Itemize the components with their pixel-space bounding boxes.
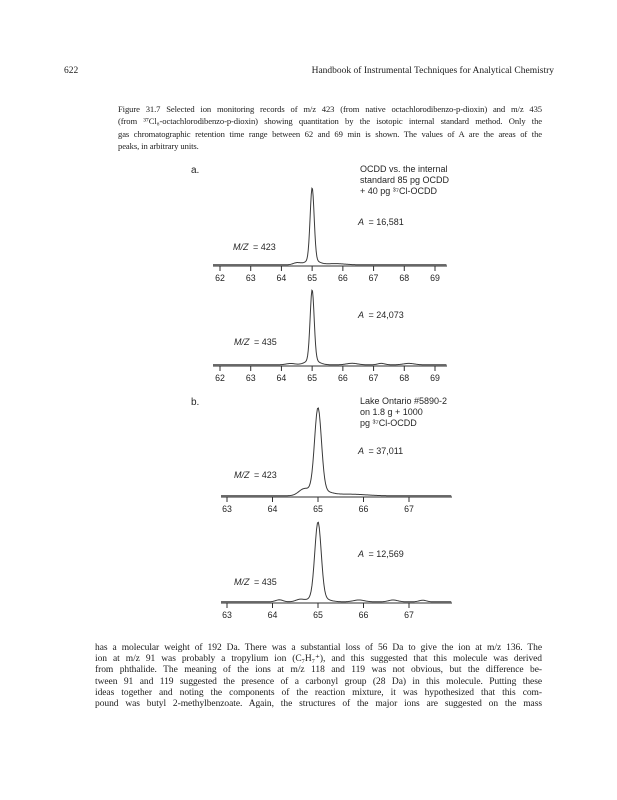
x-axis-tick-label: 69 bbox=[430, 373, 440, 383]
text-line: ideas together and noting the components… bbox=[95, 687, 542, 698]
chromatogram-b-mz435: 63 64 65 66 67 bbox=[221, 521, 452, 620]
area-symbol: A bbox=[358, 217, 365, 227]
x-axis-tick-label: 62 bbox=[215, 273, 225, 283]
area-label-a-mz423: A = 16,581 bbox=[358, 217, 404, 227]
x-axis-tick-label: 66 bbox=[359, 610, 369, 620]
figure-annotation-a: OCDD vs. the internal standard 85 pg OCDD… bbox=[360, 164, 480, 197]
x-axis-tick-label: 66 bbox=[338, 373, 348, 383]
x-axis-tick-label: 67 bbox=[404, 504, 414, 514]
x-axis-tick-label: 65 bbox=[313, 610, 323, 620]
x-axis-tick-label: 66 bbox=[338, 273, 348, 283]
text-line: from phthalide. The meaning of the ions … bbox=[95, 665, 542, 676]
text-line: has a molecular weight of 192 Da. There … bbox=[95, 643, 542, 653]
mz-symbol: M/Z bbox=[234, 577, 250, 587]
chromatogram-a-mz435: 62 63 64 65 66 67 68 69 bbox=[213, 289, 447, 383]
area-label-a-mz435: A = 24,073 bbox=[358, 310, 404, 320]
x-axis-tick-label: 68 bbox=[399, 273, 409, 283]
x-axis-tick-label: 65 bbox=[307, 373, 317, 383]
text-line: Lake Ontario #5890-2 bbox=[360, 396, 448, 406]
mz-label-b-mz435: M/Z = 435 bbox=[234, 577, 277, 587]
text-line: pg ³⁷Cl-OCDD bbox=[360, 418, 417, 428]
area-value: = 12,569 bbox=[368, 549, 404, 559]
x-axis-tick-label: 64 bbox=[268, 610, 278, 620]
x-axis-tick-label: 63 bbox=[246, 373, 256, 383]
area-label-b-mz423: A = 37,011 bbox=[358, 446, 403, 456]
x-axis-tick-label: 67 bbox=[404, 610, 414, 620]
x-axis-tick-label: 66 bbox=[359, 504, 369, 514]
area-symbol: A bbox=[358, 446, 365, 456]
text-line: pound was butyl 2-methylbenzoate. Again,… bbox=[95, 699, 542, 710]
chromatogram-trace bbox=[213, 187, 447, 266]
text-line: + 40 pg ³⁷Cl-OCDD bbox=[360, 186, 438, 196]
text-line: on 1.8 g + 1000 bbox=[360, 407, 423, 417]
text-line: peaks, in arbitrary units. bbox=[118, 141, 199, 152]
area-value: = 16,581 bbox=[368, 217, 404, 227]
area-label-b-mz435: A = 12,569 bbox=[358, 549, 404, 559]
chromatogram-b-mz423: 63 64 65 66 67 bbox=[221, 407, 452, 514]
mz-label-a-mz423: M/Z = 423 bbox=[233, 242, 276, 252]
mz-value: = 423 bbox=[253, 242, 276, 252]
mz-value: = 435 bbox=[254, 577, 277, 587]
area-value: = 24,073 bbox=[368, 310, 404, 320]
figure-caption: Figure 31.7 Selected ion monitoring reco… bbox=[118, 103, 542, 153]
mz-value: = 423 bbox=[254, 470, 277, 480]
text-line: tween 91 and 119 suggested the presence … bbox=[95, 676, 542, 687]
figure-annotation-b: Lake Ontario #5890-2 on 1.8 g + 1000 pg ³⁷… bbox=[360, 396, 480, 429]
mz-symbol: M/Z bbox=[234, 470, 250, 480]
area-symbol: A bbox=[358, 310, 365, 320]
x-axis-tick-label: 63 bbox=[246, 273, 256, 283]
x-axis-tick-label: 67 bbox=[369, 273, 379, 283]
body-paragraph: has a molecular weight of 192 Da. There … bbox=[95, 643, 542, 710]
text-line: OCDD vs. the internal bbox=[360, 164, 448, 174]
x-axis-tick-label: 67 bbox=[369, 373, 379, 383]
mz-symbol: M/Z bbox=[233, 242, 249, 252]
x-axis-tick-label: 64 bbox=[277, 373, 287, 383]
x-axis-tick-label: 69 bbox=[430, 273, 440, 283]
text-line: Figure 31.7 Selected ion monitoring reco… bbox=[118, 104, 542, 114]
x-axis-tick-label: 63 bbox=[222, 610, 232, 620]
mz-value: = 435 bbox=[254, 337, 277, 347]
chromatogram-a-mz423: 62 63 64 65 66 67 68 69 bbox=[213, 187, 447, 283]
x-axis-tick-label: 64 bbox=[268, 504, 278, 514]
area-symbol: A bbox=[358, 549, 365, 559]
mz-label-b-mz423: M/Z = 423 bbox=[234, 470, 277, 480]
chromatogram-trace bbox=[221, 407, 452, 497]
x-axis-tick-label: 68 bbox=[399, 373, 409, 383]
mz-symbol: M/Z bbox=[234, 337, 250, 347]
running-title: Handbook of Instrumental Techniques for … bbox=[311, 66, 554, 76]
text-line: gas chromatographic retention time range… bbox=[118, 128, 542, 139]
mz-label-a-mz435: M/Z = 435 bbox=[234, 337, 277, 347]
x-axis-tick-label: 63 bbox=[222, 504, 232, 514]
x-axis-tick-label: 65 bbox=[307, 273, 317, 283]
figure-section-b-label: b. bbox=[191, 397, 200, 408]
area-value: = 37,011 bbox=[368, 446, 404, 456]
x-axis-tick-label: 62 bbox=[215, 373, 225, 383]
chromatogram-trace bbox=[221, 521, 452, 603]
text-line: ion at m/z 91 was probably a tropylium i… bbox=[95, 654, 542, 665]
text-line: (from ³⁷Cl₈-octachlorodibenzo-p-dioxin) … bbox=[118, 116, 542, 127]
chromatogram-trace bbox=[213, 289, 447, 366]
x-axis-tick-label: 64 bbox=[277, 273, 287, 283]
figure-section-a-label: a. bbox=[191, 165, 200, 176]
page-number: 622 bbox=[64, 66, 79, 76]
text-line: standard 85 pg OCDD bbox=[360, 175, 450, 185]
x-axis-tick-label: 65 bbox=[313, 504, 323, 514]
